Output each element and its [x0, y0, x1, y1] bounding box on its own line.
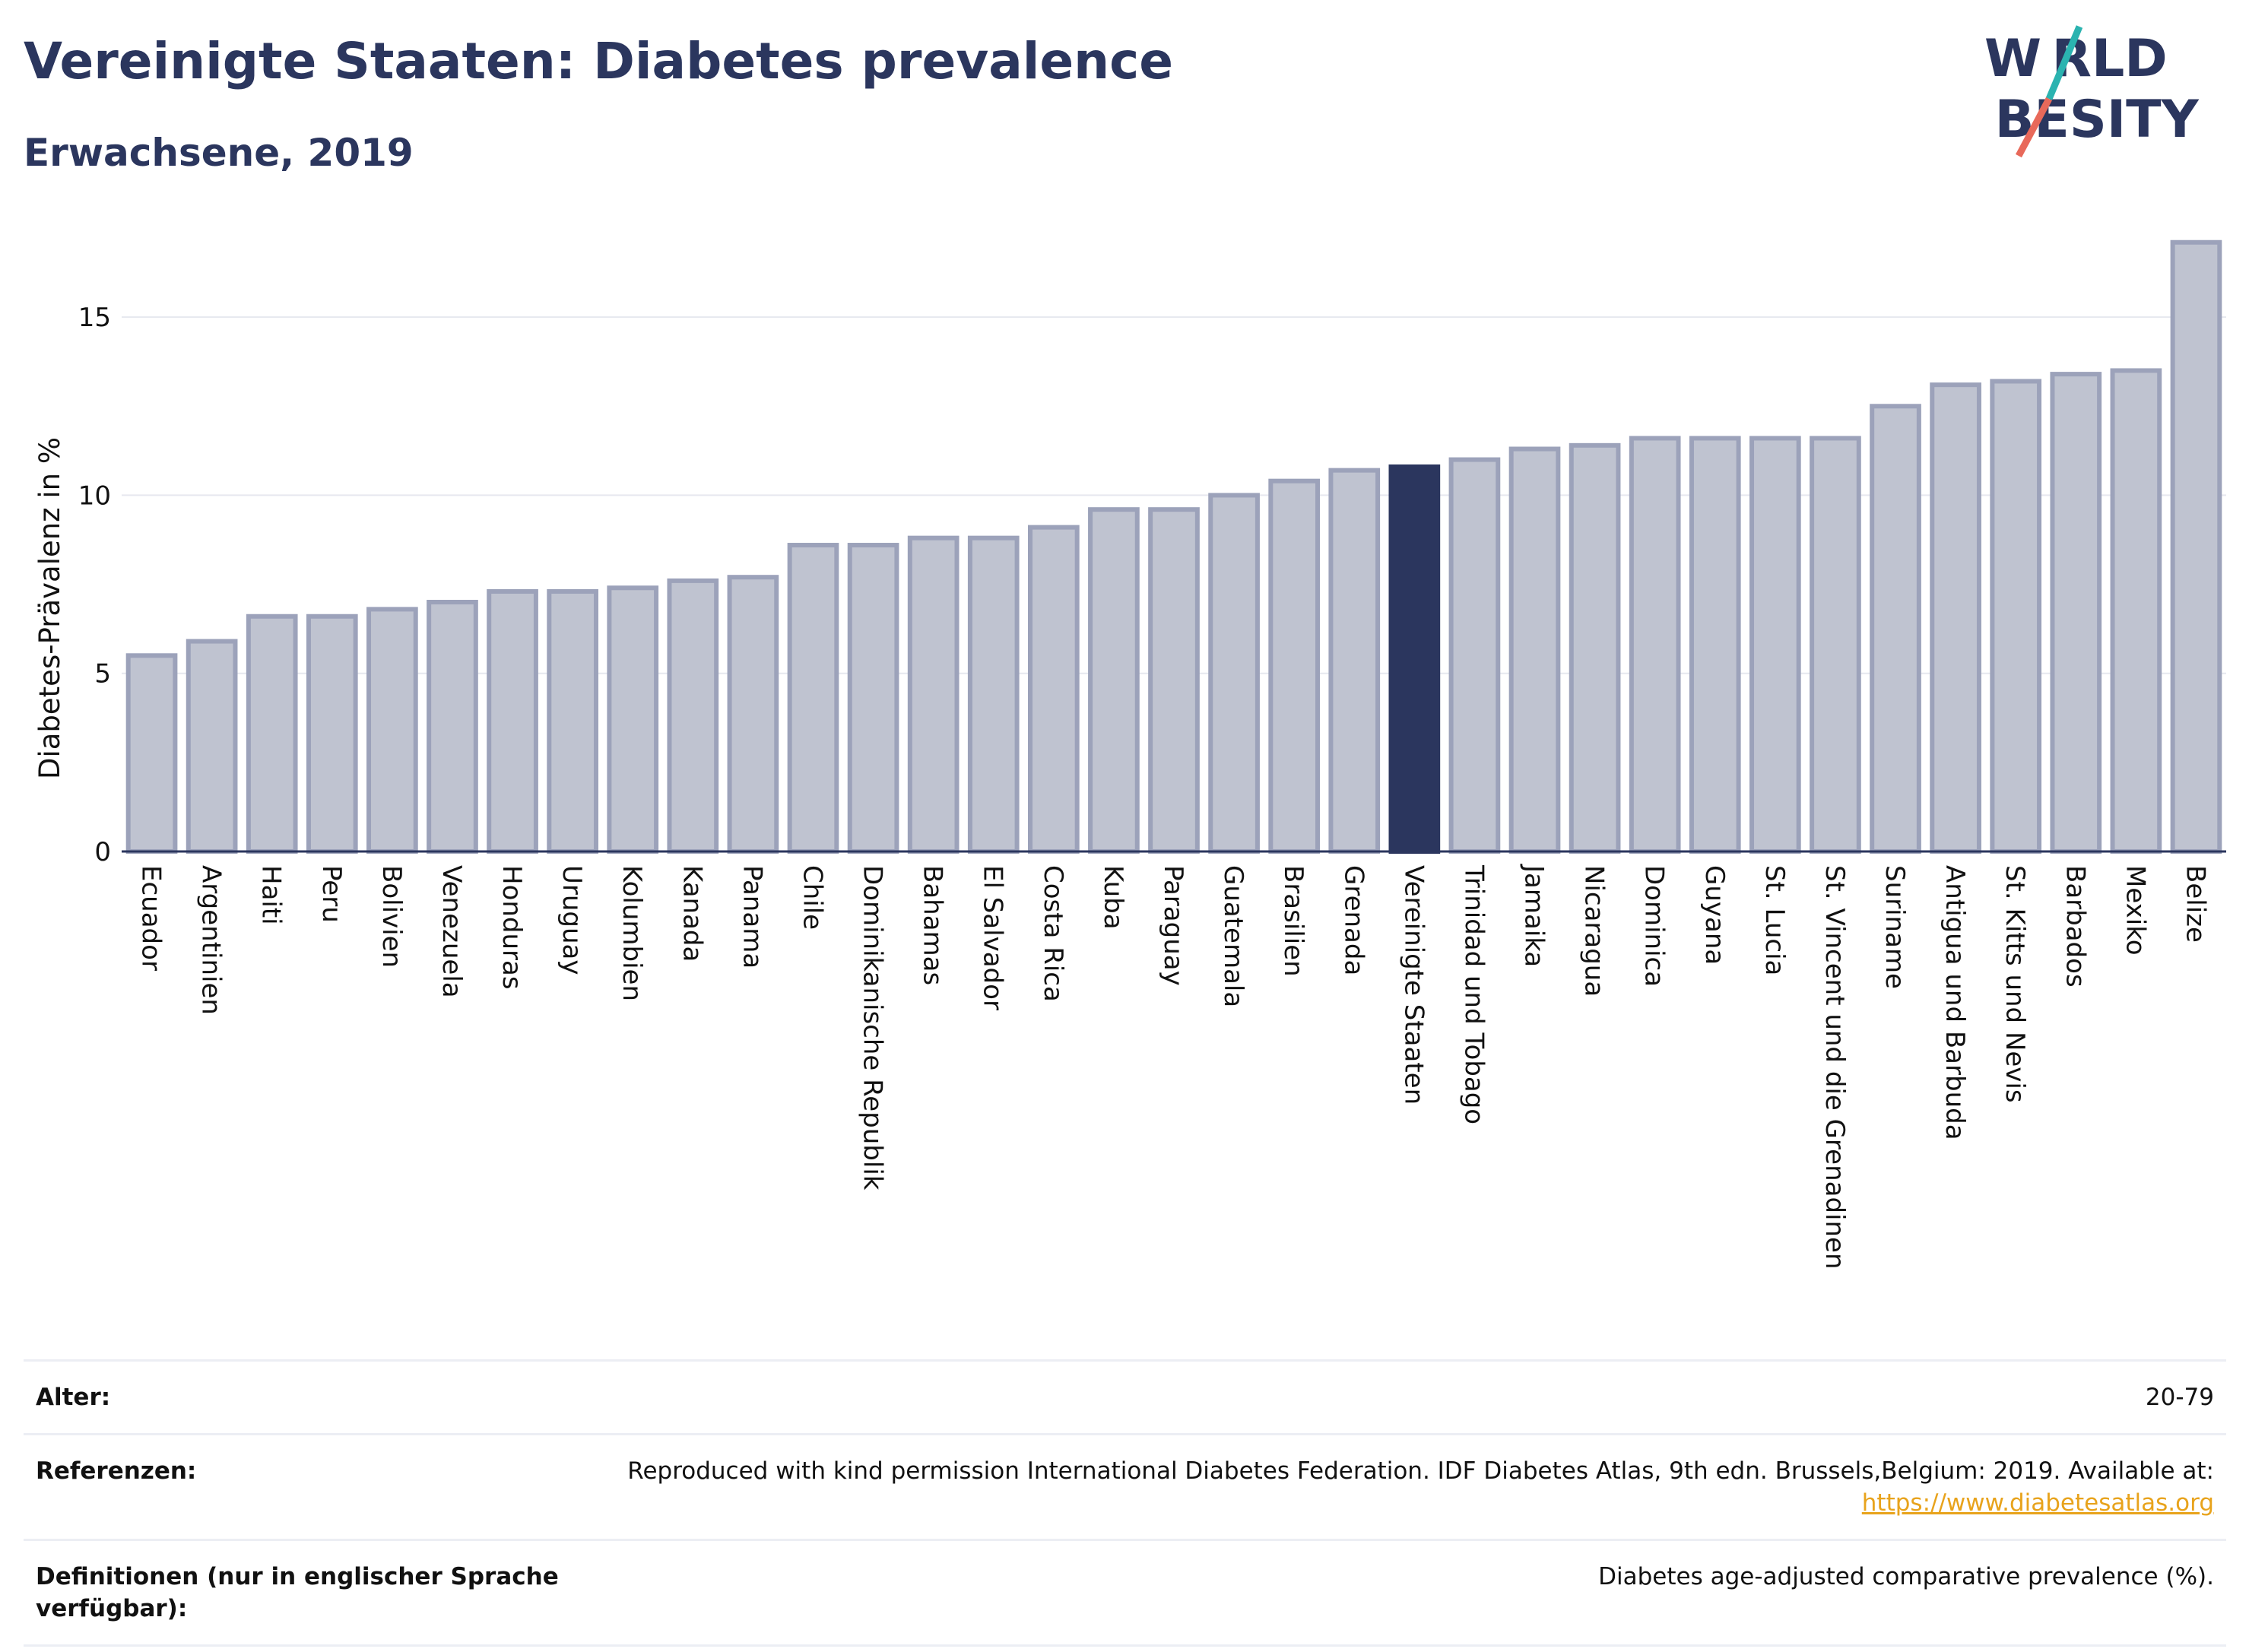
bar	[1328, 468, 1381, 855]
bar	[306, 614, 358, 854]
x-tick-label: St. Vincent und die Grenadinen	[1819, 865, 1850, 1270]
bar	[2110, 368, 2162, 854]
x-tick-label: Grenada	[1338, 865, 1369, 975]
bar	[1689, 436, 1741, 854]
x-tick-label: Vereinigte Staaten	[1398, 865, 1429, 1105]
y-tick-label: 5	[94, 659, 111, 690]
bar	[1508, 446, 1561, 854]
bar	[1148, 507, 1200, 855]
x-tick-label: Barbados	[2060, 865, 2090, 988]
bars	[125, 239, 2222, 855]
definitions-value: Diabetes age-adjusted comparative preval…	[1598, 1563, 2214, 1590]
info-table: Alter: 20-79 Referenzen: Reproduced with…	[24, 1359, 2226, 1647]
x-tick-label: Nicaragua	[1579, 865, 1610, 997]
bar	[2170, 239, 2222, 854]
page-title: Vereinigte Staaten: Diabetes prevalence	[24, 32, 1174, 90]
bar-highlight	[1388, 464, 1441, 854]
x-tick-label: Belize	[2180, 865, 2210, 943]
x-tick-label: Trinidad und Tobago	[1458, 864, 1489, 1124]
logo-slash-bottom	[2016, 97, 2052, 158]
bar	[125, 653, 178, 854]
bar	[2050, 372, 2102, 855]
age-value: 20-79	[2145, 1384, 2214, 1411]
y-tick-labels: 0 5 10 15	[78, 303, 111, 867]
references-text: Reproduced with kind permission Internat…	[627, 1457, 2214, 1485]
x-tick-label: Kuba	[1098, 865, 1128, 930]
y-tick-label: 15	[78, 303, 111, 333]
bar	[547, 588, 598, 854]
bar	[847, 543, 899, 854]
x-tick-label: Ecuador	[136, 865, 167, 971]
x-tick-label: Suriname	[1879, 865, 1910, 989]
x-tick-label: Antigua und Barbuda	[1940, 865, 1970, 1140]
x-tick-labels: Ecuador Argentinien Haiti Peru Bolivien Venez…	[136, 864, 2211, 1270]
bar	[727, 575, 779, 854]
x-tick-label: St. Lucia	[1759, 865, 1790, 975]
x-tick-label: Jamaika	[1519, 864, 1550, 967]
info-row-age: Alter: 20-79	[24, 1360, 2226, 1435]
x-tick-label: Kanada	[677, 865, 707, 962]
x-tick-label: Paraguay	[1158, 865, 1188, 986]
world-obesity-logo: W RLD BESITY	[1984, 25, 2200, 158]
y-axis-title: Diabetes-Prävalenz in %	[33, 437, 66, 779]
x-tick-label: Bahamas	[918, 865, 948, 985]
x-tick-label: Uruguay	[557, 865, 587, 975]
x-tick-label: Chile	[797, 865, 827, 930]
page-subtitle: Erwachsene, 2019	[24, 131, 414, 175]
x-tick-label: Kolumbien	[617, 865, 647, 1001]
references-label: Referenzen:	[36, 1457, 197, 1485]
bar	[967, 535, 1020, 855]
x-tick-label: Argentinien	[196, 865, 227, 1015]
definitions-label: Definitionen (nur in englischer Sprache …	[36, 1563, 559, 1622]
x-tick-label: Venezuela	[436, 865, 467, 998]
bar	[1027, 525, 1080, 854]
bar	[1749, 436, 1801, 854]
bar	[366, 607, 418, 854]
info-row-definitions: Definitionen (nur in englischer Sprache …	[24, 1539, 2226, 1646]
bar	[487, 588, 538, 854]
y-tick-label: 10	[78, 480, 111, 511]
bar	[1208, 493, 1260, 855]
y-tick-label: 0	[94, 837, 111, 867]
x-tick-label: Costa Rica	[1038, 865, 1068, 1002]
x-tick-label: Dominikanische Republik	[858, 865, 888, 1191]
logo-slash-top	[2045, 25, 2083, 100]
bar	[1569, 442, 1621, 854]
x-tick-label: Panama	[737, 865, 767, 969]
bar	[1930, 382, 1981, 854]
references-link[interactable]: https://www.diabetesatlas.org	[1861, 1489, 2214, 1517]
references-cell: Reproduced with kind permission Internat…	[580, 1435, 2226, 1540]
bar	[1268, 478, 1321, 855]
bar	[1870, 404, 1921, 854]
bar	[667, 578, 719, 855]
bar	[1088, 507, 1140, 855]
bar	[186, 639, 238, 854]
bar	[246, 614, 298, 854]
x-tick-label: Peru	[316, 865, 347, 923]
x-tick-label: Brasilien	[1278, 865, 1308, 977]
x-tick-label: Honduras	[496, 865, 527, 990]
bar-chart: 0 5 10 15 Ecuador Argentinien Haiti Peru Bolivi…	[33, 239, 2226, 1270]
x-tick-label: St. Kitts und Nevis	[2000, 865, 2030, 1103]
x-tick-label: Mexiko	[2120, 865, 2150, 956]
x-tick-label: El Salvador	[978, 865, 1008, 1010]
bar	[1990, 379, 2042, 854]
bar	[1629, 436, 1681, 854]
bar	[787, 543, 839, 854]
age-label: Alter:	[36, 1384, 111, 1411]
info-row-references: Referenzen: Reproduced with kind permiss…	[24, 1434, 2226, 1540]
bar	[1448, 457, 1501, 854]
logo-line-2: BESITY	[1984, 90, 2200, 150]
x-tick-label: Haiti	[256, 865, 287, 925]
bar	[907, 535, 960, 855]
x-tick-label: Dominica	[1639, 865, 1670, 987]
bar	[607, 585, 659, 854]
x-tick-label: Bolivien	[376, 865, 407, 968]
bar	[1810, 436, 1861, 854]
x-tick-label: Guatemala	[1218, 865, 1248, 1007]
x-tick-label: Guyana	[1699, 865, 1730, 965]
bar	[427, 600, 478, 854]
